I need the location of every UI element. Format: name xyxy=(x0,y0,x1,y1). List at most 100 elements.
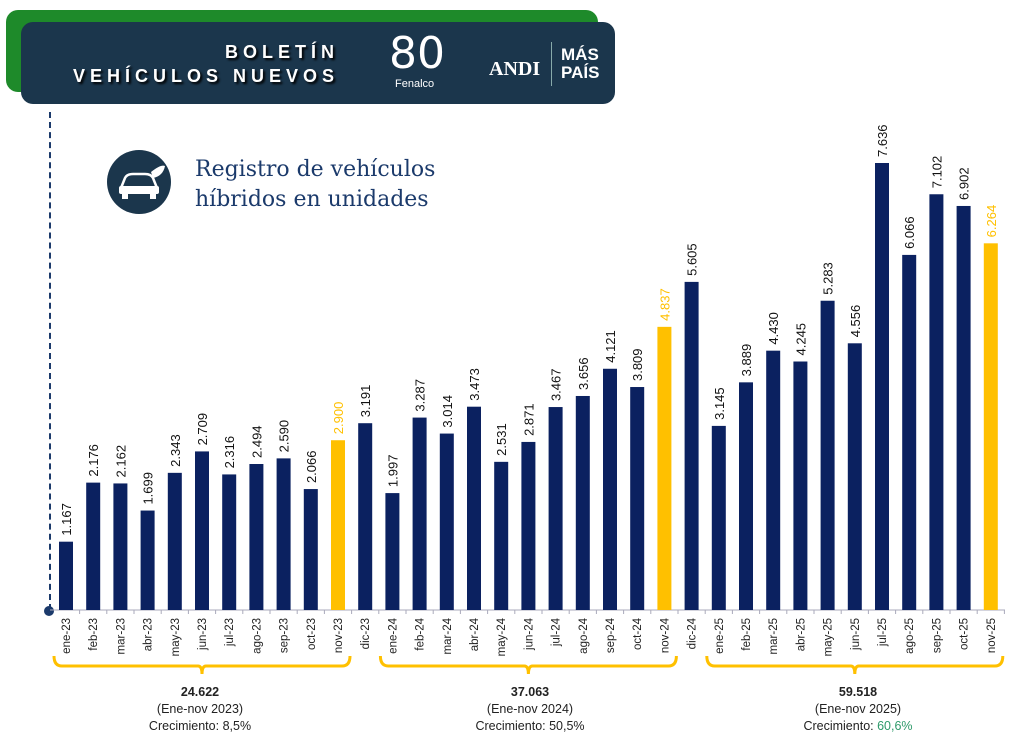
growth-value: 8,5% xyxy=(222,719,252,733)
data-label-feb-25: 3.889 xyxy=(739,344,754,377)
bar-nov-23 xyxy=(331,440,345,610)
summary-2023: 24.622 (Ene-nov 2023) Crecimiento: 8,5% xyxy=(100,684,300,735)
bar-feb-25 xyxy=(739,382,753,610)
bulletin-title: BOLETÍN VEHÍCULOS NUEVOS xyxy=(73,40,339,88)
data-label-abr-23: 1.699 xyxy=(141,472,156,505)
x-tick-label-nov-24: nov-24 xyxy=(659,617,671,653)
x-tick-label-dic-24: dic-24 xyxy=(687,617,699,649)
data-label-oct-24: 3.809 xyxy=(630,348,645,381)
bar-abr-23 xyxy=(140,510,155,610)
bar-oct-24 xyxy=(630,387,645,610)
growth-value: 50,5% xyxy=(549,719,585,733)
data-label-ene-25: 3.145 xyxy=(712,387,727,420)
bar-jul-24 xyxy=(548,407,563,610)
data-label-oct-23: 2.066 xyxy=(304,451,319,484)
data-label-ago-23: 2.494 xyxy=(249,425,264,458)
x-tick-label-nov-23: nov-23 xyxy=(333,618,345,653)
bar-ago-23 xyxy=(249,464,264,610)
hybrid-car-leaf-icon xyxy=(107,150,171,214)
x-tick-label-mar-23: mar-23 xyxy=(115,618,127,654)
bar-feb-24 xyxy=(412,417,427,610)
x-tick-label-jun-23: jun-23 xyxy=(197,618,209,651)
bar-mar-25 xyxy=(766,350,781,610)
data-label-sep-23: 2.590 xyxy=(277,420,292,453)
data-label-dic-23: 3.191 xyxy=(358,385,373,418)
data-label-may-25: 5.283 xyxy=(821,262,836,295)
x-tick-label-feb-25: feb-25 xyxy=(741,618,753,651)
summary-total: 37.063 xyxy=(510,685,550,699)
x-tick-label-dic-23: dic-23 xyxy=(360,618,372,649)
data-label-may-23: 2.343 xyxy=(168,434,183,467)
data-label-sep-24: 4.121 xyxy=(603,330,618,363)
x-tick-label-ago-23: ago-23 xyxy=(251,618,263,654)
bracket-2025 xyxy=(705,655,1005,675)
bar-ago-25 xyxy=(902,254,917,610)
chart-title-line-1: Registro de vehículos xyxy=(195,157,436,182)
summary-2024: 37.063 (Ene-nov 2024) Crecimiento: 50,5% xyxy=(430,684,630,735)
x-tick-label-abr-23: abr-23 xyxy=(143,618,155,651)
summary-period: (Ene-nov 2025) xyxy=(814,702,902,716)
bracket-2023 xyxy=(52,655,352,675)
x-tick-label-jul-24: jul-24 xyxy=(551,617,563,647)
bar-ago-24 xyxy=(575,395,590,610)
bar-jun-23 xyxy=(195,451,209,610)
header-banner: BOLETÍN VEHÍCULOS NUEVOS 80 Fenalco ANDI… xyxy=(21,22,615,104)
bar-oct-25 xyxy=(956,205,971,610)
x-tick-label-ago-25: ago-25 xyxy=(904,618,916,654)
data-label-jun-24: 2.871 xyxy=(521,403,536,436)
x-tick-label-feb-23: feb-23 xyxy=(88,618,100,651)
bar-dic-24 xyxy=(684,281,699,610)
data-label-nov-25: 6.264 xyxy=(984,205,999,238)
x-tick-label-jul-25: jul-25 xyxy=(877,618,889,647)
x-tick-label-may-24: may-24 xyxy=(496,617,508,656)
bar-dic-23 xyxy=(358,423,373,610)
data-label-ene-24: 1.997 xyxy=(385,455,400,488)
bar-jul-25 xyxy=(875,163,889,610)
x-tick-label-mar-24: mar-24 xyxy=(442,617,454,654)
x-tick-label-oct-23: oct-23 xyxy=(306,618,318,650)
data-label-ago-25: 6.066 xyxy=(902,216,917,249)
data-label-oct-25: 6.902 xyxy=(957,167,972,200)
bar-sep-25 xyxy=(929,194,944,610)
summary-growth: Crecimiento: 8,5% xyxy=(100,718,300,735)
x-tick-label-oct-24: oct-24 xyxy=(632,617,644,650)
bar-ene-25 xyxy=(711,425,726,610)
x-tick-label-nov-25: nov-25 xyxy=(986,618,998,653)
data-label-jun-23: 2.709 xyxy=(195,413,210,446)
bar-feb-23 xyxy=(86,482,101,610)
growth-label: Crecimiento: xyxy=(803,719,878,733)
bar-jul-23 xyxy=(222,474,237,610)
bar-sep-23 xyxy=(276,458,291,610)
growth-label: Crecimiento: xyxy=(475,719,550,733)
data-label-may-24: 2.531 xyxy=(494,423,509,456)
x-tick-label-abr-25: abr-25 xyxy=(795,618,807,651)
x-tick-label-jun-25: jun-25 xyxy=(850,618,862,651)
x-tick-label-jul-23: jul-23 xyxy=(224,618,236,647)
x-tick-label-may-23: may-23 xyxy=(170,618,182,656)
bar-abr-25 xyxy=(793,361,808,610)
bar-oct-23 xyxy=(303,489,318,610)
bar-mar-24 xyxy=(439,433,454,610)
data-label-feb-23: 2.176 xyxy=(86,444,101,477)
summary-total: 24.622 xyxy=(180,685,220,699)
x-tick-label-sep-24: sep-24 xyxy=(605,617,617,653)
data-label-abr-24: 3.473 xyxy=(467,368,482,401)
data-label-jul-23: 2.316 xyxy=(222,436,237,469)
andi-logo: ANDI xyxy=(489,58,541,80)
bracket-2024 xyxy=(378,655,678,675)
title-line-1: BOLETÍN xyxy=(225,42,339,62)
data-label-ene-23: 1.167 xyxy=(59,503,74,536)
data-label-jul-25: 7.636 xyxy=(875,124,890,157)
bar-jun-25 xyxy=(847,343,862,610)
summary-period: (Ene-nov 2024) xyxy=(486,702,574,716)
title-line-2: VEHÍCULOS NUEVOS xyxy=(72,66,339,86)
x-tick-label-mar-25: mar-25 xyxy=(768,618,780,654)
data-label-mar-25: 4.430 xyxy=(766,312,781,345)
x-tick-label-abr-24: abr-24 xyxy=(469,617,481,651)
data-label-jul-24: 3.467 xyxy=(549,369,564,402)
bar-may-23 xyxy=(167,472,182,610)
data-label-abr-25: 4.245 xyxy=(793,323,808,356)
data-label-nov-23: 2.900 xyxy=(331,402,346,435)
data-label-nov-24: 4.837 xyxy=(657,288,672,321)
